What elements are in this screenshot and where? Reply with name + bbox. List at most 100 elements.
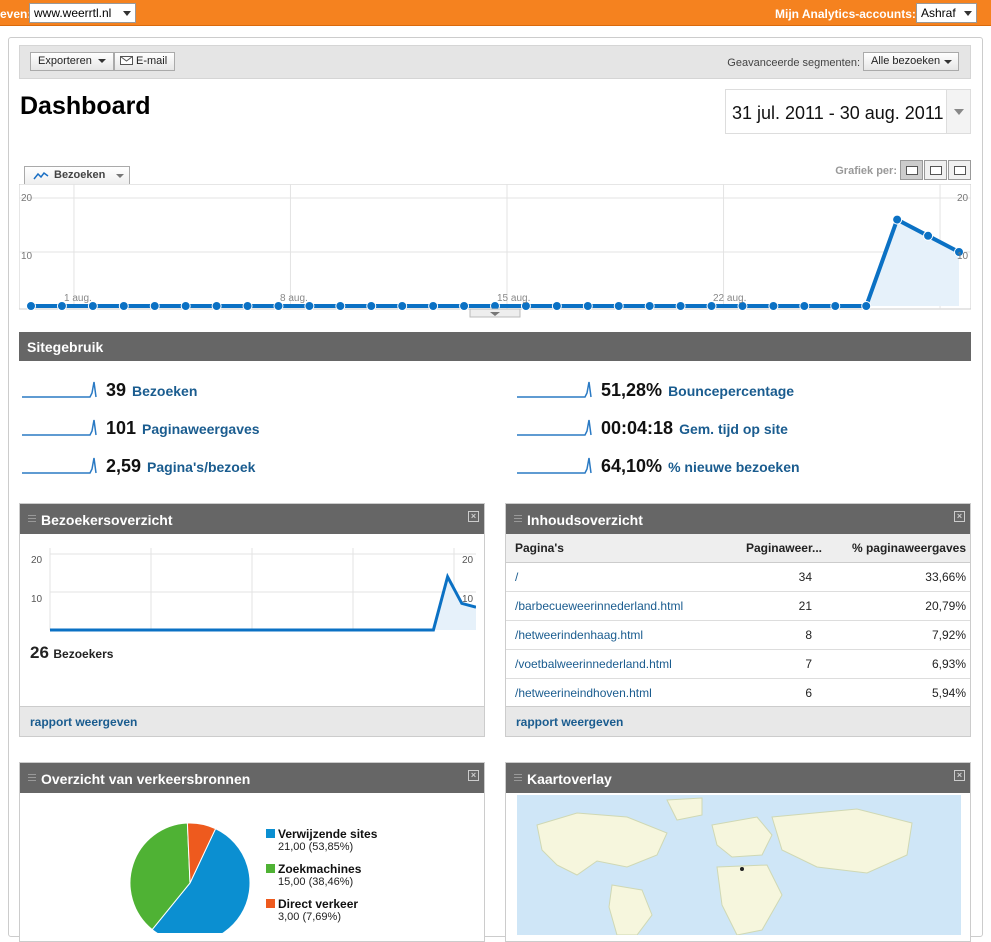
pie-slice[interactable] — [129, 822, 191, 931]
date-range-value: 31 jul. 2011 - 30 aug. 2011 — [732, 103, 944, 123]
page-link[interactable]: /hetweerineindhoven.html — [506, 678, 726, 708]
world-map[interactable] — [517, 795, 961, 935]
graph-by-day-button[interactable] — [900, 160, 923, 180]
stat-name[interactable]: Bouncepercentage — [668, 383, 795, 399]
data-point[interactable] — [56, 301, 67, 311]
data-point[interactable] — [613, 301, 624, 311]
drag-grip-icon[interactable] — [28, 774, 36, 783]
legend-name: Verwijzende sites — [278, 827, 378, 841]
graph-by-week-button[interactable] — [924, 160, 947, 180]
data-point[interactable] — [582, 301, 593, 311]
stat-name[interactable]: Pagina's/bezoek — [147, 459, 256, 475]
map-overlay-title: Kaartoverlay — [527, 771, 612, 787]
europe-shape — [711, 816, 773, 858]
data-point[interactable] — [335, 301, 346, 311]
data-point[interactable] — [366, 301, 377, 311]
stat-name[interactable]: % nieuwe bezoeken — [668, 459, 800, 475]
data-point[interactable] — [273, 301, 284, 311]
stat-item[interactable]: 2,59 Pagina's/bezoek — [20, 454, 480, 478]
close-icon[interactable]: × — [954, 770, 965, 781]
content-report-link[interactable]: rapport weergeven — [506, 706, 970, 736]
stat-item[interactable]: 00:04:18 Gem. tijd op site — [515, 416, 975, 440]
page-link[interactable]: /hetweerindenhaag.html — [506, 620, 726, 650]
visitors-report-link[interactable]: rapport weergeven — [20, 706, 484, 736]
location-marker — [740, 867, 744, 871]
date-range-dropdown[interactable] — [946, 90, 970, 133]
data-point[interactable] — [397, 301, 408, 311]
col-pageviews-pct[interactable]: % paginaweergaves — [826, 534, 970, 563]
date-range-picker[interactable]: 31 jul. 2011 - 30 aug. 2011 — [725, 89, 971, 134]
visitors-area — [50, 576, 476, 630]
sparkline — [22, 419, 97, 436]
data-point[interactable] — [737, 301, 748, 311]
data-point[interactable] — [861, 301, 872, 311]
drag-grip-icon[interactable] — [28, 515, 36, 524]
data-point[interactable] — [923, 230, 934, 241]
legend-item[interactable]: Verwijzende sites 21,00 (53,85%) — [266, 827, 377, 853]
data-point[interactable] — [304, 301, 315, 311]
data-point[interactable] — [26, 301, 36, 311]
legend-value: 3,00 (7,69%) — [278, 911, 341, 923]
north-america-shape — [536, 812, 668, 876]
data-point[interactable] — [706, 301, 717, 311]
stat-item[interactable]: 51,28% Bouncepercentage — [515, 378, 975, 402]
data-point[interactable] — [520, 301, 531, 311]
pageviews-pct-cell: 5,94% — [826, 678, 970, 708]
pageviews-cell: 7 — [726, 649, 826, 679]
close-icon[interactable]: × — [954, 511, 965, 522]
data-point[interactable] — [830, 301, 841, 311]
data-point[interactable] — [675, 301, 686, 311]
data-point[interactable] — [551, 301, 562, 311]
pie-slice[interactable] — [151, 828, 251, 933]
y-tick-20-right: 20 — [462, 555, 474, 566]
graph-by-month-button[interactable] — [948, 160, 971, 180]
chevron-down-icon — [964, 11, 972, 16]
data-point[interactable] — [211, 301, 222, 311]
stat-name[interactable]: Gem. tijd op site — [679, 421, 788, 437]
page-link[interactable]: /barbecueweerinnederland.html — [506, 591, 726, 621]
graph-by-label: Grafiek per: — [835, 165, 897, 177]
data-point[interactable] — [892, 214, 903, 225]
drag-grip-icon[interactable] — [514, 774, 522, 783]
site-select[interactable]: www.weerrtl.nl — [29, 3, 136, 23]
stat-name[interactable]: Paginaweergaves — [142, 421, 260, 437]
drag-grip-icon[interactable] — [514, 515, 522, 524]
data-point[interactable] — [644, 301, 655, 311]
export-button[interactable]: Exporteren — [30, 52, 114, 71]
sparkline — [22, 381, 97, 398]
data-point[interactable] — [118, 301, 129, 311]
legend-item[interactable]: Zoekmachines 15,00 (38,46%) — [266, 862, 361, 888]
metric-selector[interactable]: Bezoeken — [24, 166, 130, 185]
data-point[interactable] — [180, 301, 191, 311]
stat-item[interactable]: 101 Paginaweergaves — [20, 416, 480, 440]
legend-item[interactable]: Direct verkeer 3,00 (7,69%) — [266, 897, 358, 923]
stat-item[interactable]: 39 Bezoeken — [20, 378, 480, 402]
pie-slice[interactable] — [186, 822, 217, 884]
close-icon[interactable]: × — [468, 511, 479, 522]
data-point[interactable] — [954, 247, 964, 257]
table-row: /hetweerindenhaag.html 8 7,92% — [506, 620, 970, 650]
data-point[interactable] — [428, 301, 439, 311]
x-label-22aug: 22 aug. — [713, 293, 746, 304]
page-link[interactable]: / — [506, 562, 726, 592]
data-point[interactable] — [799, 301, 810, 311]
data-point[interactable] — [768, 301, 779, 311]
stat-name[interactable]: Bezoeken — [132, 383, 198, 399]
email-button[interactable]: E-mail — [114, 52, 176, 71]
top-bar: even: www.weerrtl.nl Mijn Analytics-acco… — [0, 0, 991, 26]
data-point[interactable] — [242, 301, 253, 311]
data-point[interactable] — [149, 301, 160, 311]
pageviews-pct-cell: 6,93% — [826, 649, 970, 679]
site-usage-header: Sitegebruik — [19, 332, 971, 361]
x-label-8aug: 8 aug. — [280, 293, 308, 304]
segments-select[interactable]: Alle bezoeken — [863, 52, 959, 71]
data-point[interactable] — [87, 301, 98, 311]
visitor-count-value: 26 — [30, 643, 49, 662]
close-icon[interactable]: × — [468, 770, 479, 781]
account-select[interactable]: Ashraf — [916, 3, 977, 23]
stat-item[interactable]: 64,10% % nieuwe bezoeken — [515, 454, 975, 478]
col-pageviews[interactable]: Paginaweer... — [726, 534, 826, 563]
data-point[interactable] — [459, 301, 470, 311]
page-link[interactable]: /voetbalweerinnederland.html — [506, 649, 726, 679]
col-pages[interactable]: Pagina's — [506, 534, 726, 563]
